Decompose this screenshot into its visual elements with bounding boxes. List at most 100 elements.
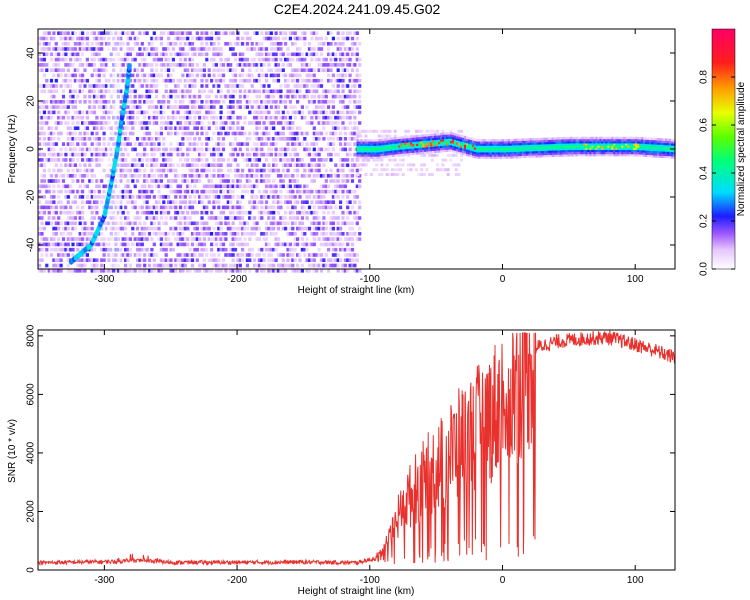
spectrogram-cell — [339, 94, 343, 99]
spectrogram-cell — [327, 205, 331, 210]
spectrogram-cell — [322, 174, 326, 178]
spectrogram-cell — [147, 189, 152, 194]
spectrogram-carrier-cell — [376, 141, 379, 144]
spectrogram-cell — [319, 84, 324, 88]
spectrogram-cell — [276, 63, 281, 67]
spectrogram-carrier-cell — [430, 148, 433, 152]
spectrogram-cell — [260, 47, 264, 51]
spectrogram-cell — [317, 226, 321, 231]
spectrogram-cell — [300, 110, 304, 115]
spectrogram-cell — [57, 47, 61, 51]
spectrogram-cell — [183, 189, 187, 194]
spectrogram-carrier-cell — [388, 152, 391, 156]
spectrogram-carrier-cell — [384, 140, 387, 143]
spectrogram-cell — [255, 89, 259, 94]
spectrogram-cell — [198, 147, 202, 152]
spectrogram-cell — [343, 137, 347, 141]
spectrogram-cell — [202, 31, 206, 35]
spectrogram-cell — [217, 237, 221, 241]
spectrogram-cell — [138, 78, 142, 83]
spectrogram-cell — [334, 184, 338, 189]
spectrogram-carrier-cell — [432, 146, 435, 149]
spectrogram-cell — [61, 52, 66, 57]
spectrogram-cell — [97, 73, 101, 78]
spectrogram-cell — [121, 131, 125, 136]
spectrogram-cell — [150, 42, 154, 46]
spectrogram-carrier-cell — [464, 153, 467, 156]
spectrogram-cell — [336, 31, 340, 35]
spectrogram-cell — [250, 121, 254, 125]
spectrogram-carrier-cell — [470, 139, 473, 143]
spectrogram-cell — [305, 184, 309, 189]
spectrogram-cell — [64, 57, 68, 62]
spectrogram-cell — [102, 100, 106, 104]
spectrogram-cell — [188, 57, 192, 62]
spectrogram-cell — [45, 84, 49, 88]
spectrogram-cell — [260, 52, 264, 57]
spectrogram-cell — [205, 174, 209, 178]
spectrogram-cell — [449, 158, 453, 162]
spectrogram-cell — [210, 110, 214, 115]
spectrogram-cell — [207, 94, 211, 99]
spectrogram-cell — [188, 31, 192, 35]
spectrogram-cell — [76, 158, 80, 162]
spectrogram-cell — [257, 47, 261, 51]
spectrogram-cell — [245, 242, 249, 247]
spectrogram-cell — [195, 100, 199, 104]
spectrogram-cell — [336, 121, 340, 125]
spectrogram-carrier-cell — [472, 144, 475, 147]
spectrogram-cell — [76, 121, 80, 125]
spectrogram-carrier-cell — [489, 145, 493, 148]
spectrogram-cell — [406, 168, 410, 172]
spectrogram-cell — [312, 269, 316, 273]
spectrogram-cell — [315, 31, 319, 35]
spectrogram-cell — [267, 68, 271, 72]
spectrogram-cell — [303, 57, 307, 62]
spectrogram-cell — [236, 237, 240, 241]
spectrogram-cell — [288, 73, 292, 78]
spectrogram-cell — [49, 174, 54, 178]
spectrogram-cell — [212, 184, 216, 189]
spectrogram-cell — [159, 263, 163, 268]
spectrogram-carrier-cell — [434, 139, 437, 143]
spectrogram-cell — [61, 226, 66, 231]
spectrogram-cell — [238, 263, 242, 268]
spectrogram-cell — [274, 31, 278, 35]
spectrogram-cell — [45, 31, 49, 35]
spectrogram-cell — [279, 147, 283, 152]
spectrogram-carrier-cell — [408, 135, 411, 139]
spectrogram-cell — [167, 94, 171, 99]
spectrogram-cell — [286, 200, 290, 204]
spectrogram-carrier-cell — [499, 154, 503, 157]
spectrogram-cell — [224, 184, 228, 189]
spectrogram-cell — [312, 94, 316, 99]
spectrogram-cell — [286, 247, 290, 252]
spectrogram-cell — [329, 237, 333, 241]
spectrogram-cell — [284, 105, 288, 109]
spectrogram-cell — [214, 232, 218, 236]
spectrogram-cell — [385, 163, 389, 167]
spectrogram-cell — [264, 57, 269, 62]
spectrogram-cell — [181, 210, 185, 215]
spectrogram-cell — [296, 100, 300, 104]
spectrogram-cell — [336, 179, 340, 183]
spectrogram-cell — [238, 205, 242, 210]
spectrogram-cell — [348, 131, 352, 136]
spectrogram-cell — [66, 42, 70, 46]
spectrogram-cell — [85, 168, 89, 173]
spectrogram-cell — [279, 158, 283, 162]
spectrogram-carrier-cell — [378, 147, 381, 150]
spectrogram-cell — [186, 137, 190, 141]
spectrogram-cell — [322, 184, 326, 189]
spectrogram-cell — [81, 152, 85, 157]
spectrogram-cell — [52, 179, 56, 183]
spectrogram-cell — [324, 110, 328, 115]
spectrogram-carrier-cell — [432, 137, 435, 141]
spectrogram-cell — [145, 137, 149, 141]
spectrogram-carrier-cell — [481, 152, 485, 155]
spectrogram-carrier-cell — [452, 139, 455, 142]
spectrogram-cell — [198, 158, 202, 162]
spectrogram-cell — [40, 210, 44, 215]
spectrogram-cell — [169, 89, 173, 94]
spectrogram-cell — [59, 210, 63, 215]
